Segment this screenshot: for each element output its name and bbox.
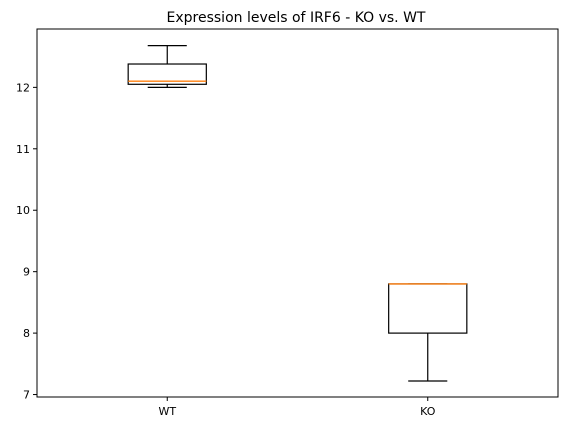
- box-ko: [388, 283, 468, 382]
- y-axis: 7 8 9 10 11 12: [16, 81, 37, 402]
- x-axis: WT KO: [158, 397, 436, 418]
- y-tick-label: 9: [23, 266, 30, 279]
- y-tick-label: 10: [16, 204, 30, 217]
- y-tick-label: 7: [23, 389, 30, 402]
- x-tick-label: WT: [158, 405, 176, 418]
- plot-area: [36, 28, 559, 398]
- y-tick-label: 11: [16, 143, 30, 156]
- chart-title: Expression levels of IRF6 - KO vs. WT: [167, 10, 426, 26]
- y-tick-label: 8: [23, 327, 30, 340]
- boxes: [127, 44, 468, 382]
- box-iqr: [388, 283, 468, 334]
- box-iqr: [127, 63, 207, 85]
- x-tick-label: KO: [420, 405, 436, 418]
- box-wt: [127, 44, 207, 88]
- y-tick-label: 12: [16, 81, 30, 94]
